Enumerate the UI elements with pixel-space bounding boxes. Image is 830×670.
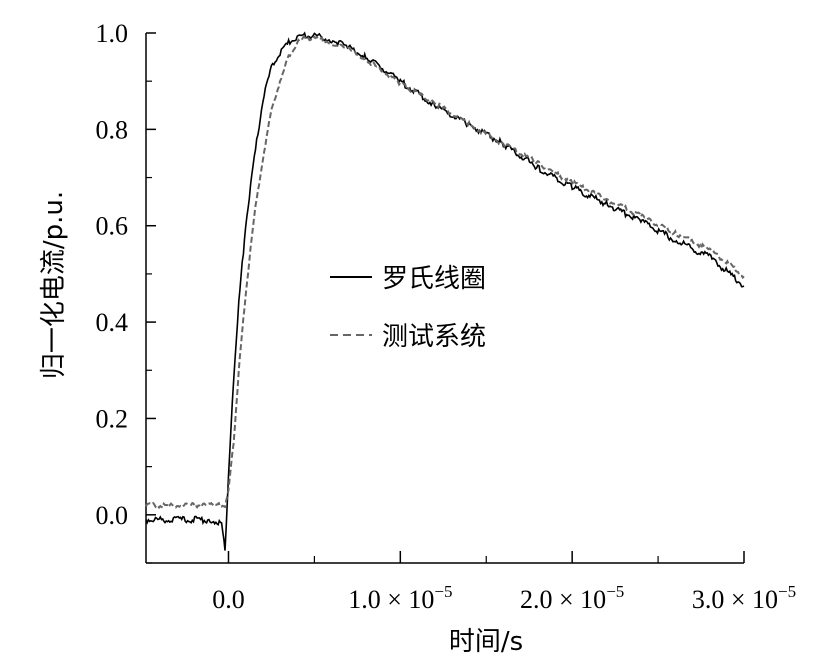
x-axis-label: 时间/s bbox=[449, 627, 523, 657]
chart-axes bbox=[145, 33, 744, 564]
legend-label-1: 罗氏线圈 bbox=[382, 264, 486, 294]
x-tick-label: 0.0 bbox=[212, 585, 245, 614]
y-tick-label: 0.0 bbox=[96, 501, 129, 530]
y-axis-ticks: 0.0 0.2 0.4 0.6 0.8 1.0 bbox=[96, 19, 156, 564]
x-tick-label: 2.0 × 10−5 bbox=[520, 582, 624, 614]
chart-series bbox=[145, 31, 745, 551]
x-tick-label: 3.0 × 10−5 bbox=[692, 582, 796, 614]
x-axis-ticks: 0.0 1.0 × 10−5 2.0 × 10−5 3.0 × 10−5 bbox=[212, 551, 796, 614]
y-tick-label: 0.6 bbox=[96, 212, 129, 241]
series-line-1 bbox=[145, 31, 745, 551]
y-tick-label: 0.8 bbox=[96, 115, 129, 144]
y-tick-label: 0.2 bbox=[96, 404, 129, 433]
legend-label-2: 测试系统 bbox=[382, 322, 486, 352]
y-axis-label: 归一化电流/p.u. bbox=[39, 191, 69, 379]
x-tick-label: 1.0 × 10−5 bbox=[348, 582, 452, 614]
y-tick-label: 1.0 bbox=[96, 19, 129, 48]
series-line-2 bbox=[145, 35, 745, 510]
y-tick-label: 0.4 bbox=[96, 308, 129, 337]
